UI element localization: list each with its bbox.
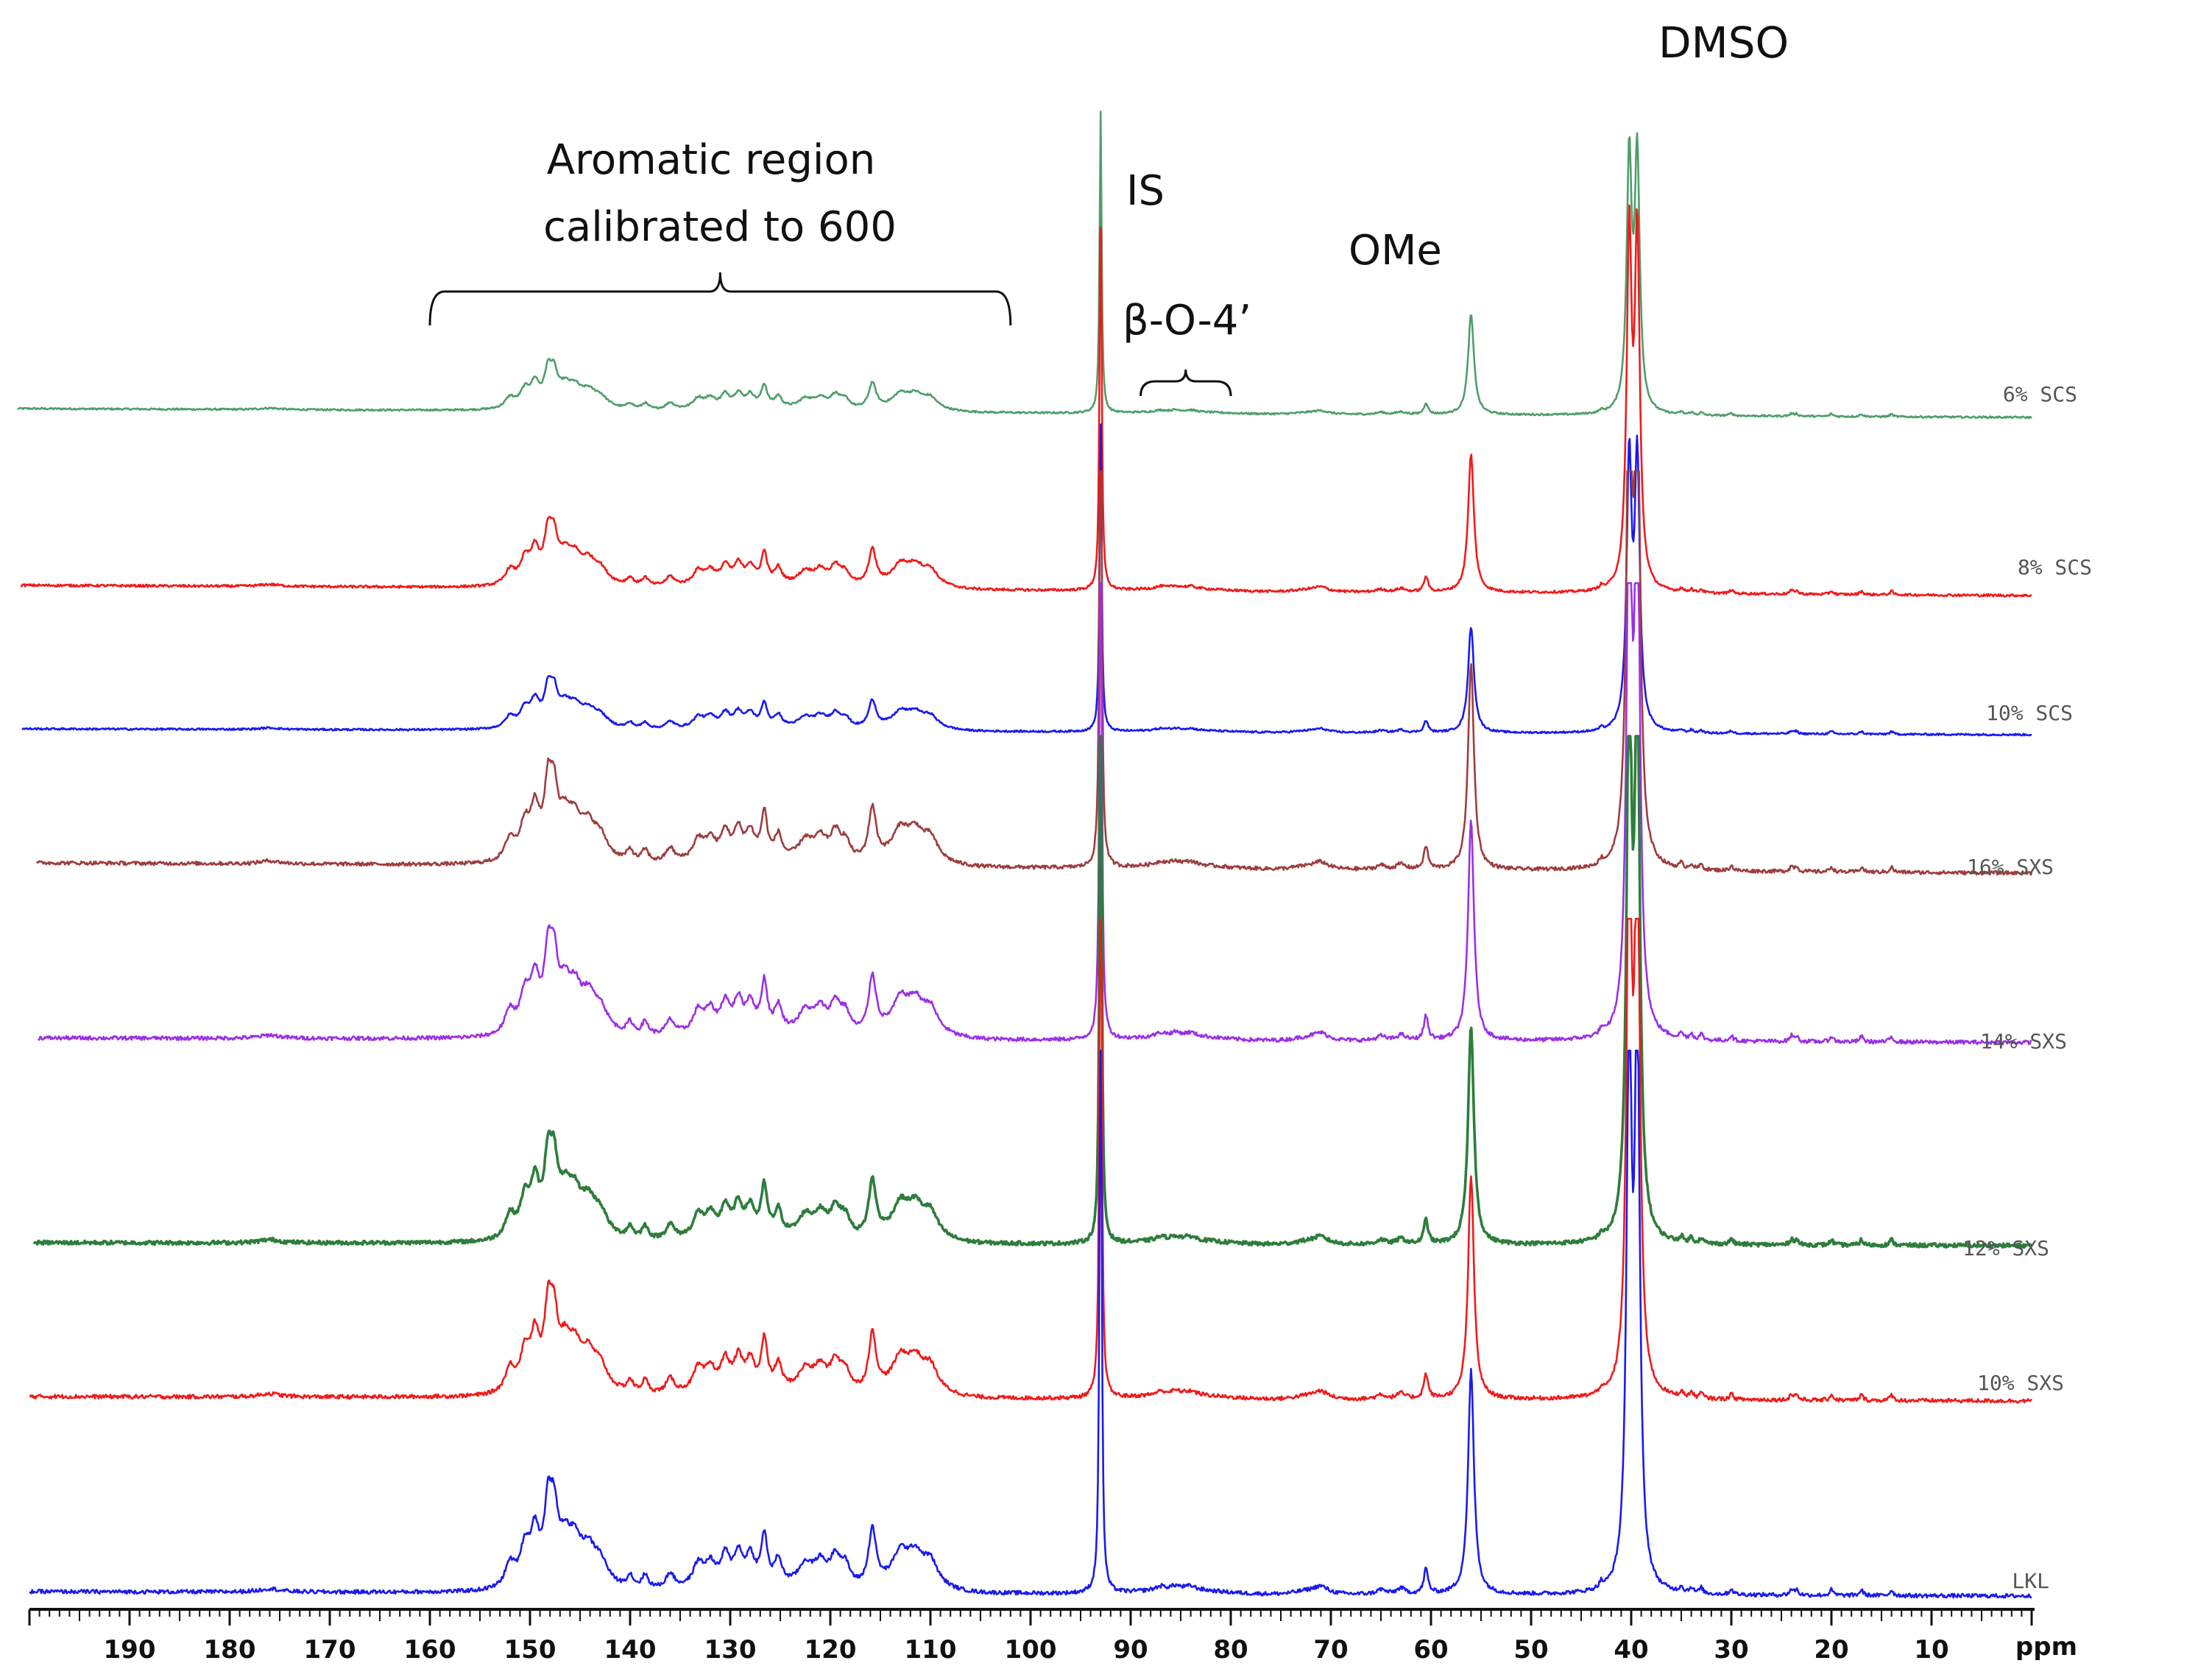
x-axis-tick-label: 110 [905,1635,957,1665]
x-axis-tick-label: 190 [104,1635,156,1665]
x-axis-tick-label: 60 [1413,1635,1448,1665]
trace-14pct-sxs [38,582,2032,1045]
x-axis-tick-label: 90 [1113,1635,1148,1665]
trace-12pct-sxs [32,735,2033,1249]
trace-label: 12% SXS [1962,1236,2049,1260]
aromatic-region-label-line2: calibrated to 600 [543,203,897,251]
aromatic-region-label-line1: Aromatic region [547,136,875,184]
trace-6pct-scs [17,110,2032,420]
trace-8pct-scs [20,204,2032,598]
trace-label: 8% SCS [2018,555,2092,579]
dmso-label: DMSO [1658,18,1789,68]
x-axis-tick-label: 80 [1213,1635,1248,1665]
x-axis-tick-label: 50 [1513,1635,1548,1665]
x-axis-tick-labels: 190 180 170 160 150 140 130 120 110 100 90 80 70 60 50… [104,1635,1949,1665]
beta-o-4-brace [1139,369,1232,397]
trace-label: LKL [2012,1569,2049,1593]
beta-o-4-label: β-O-4’ [1123,297,1251,345]
aromatic-region-brace [428,272,1012,326]
x-axis-tick-label: 20 [1814,1635,1848,1665]
trace-label: 10% SCS [1986,701,2073,725]
x-axis-unit-label: ppm [2015,1632,2077,1662]
x-axis-tick-label: 10 [1914,1635,1948,1665]
x-axis-tick-label: 30 [1714,1635,1748,1665]
x-axis-tick-label: 70 [1313,1635,1348,1665]
x-axis-tick-label: 100 [1005,1635,1057,1665]
trace-label: 10% SXS [1977,1371,2064,1395]
trace-label: 6% SCS [2003,382,2077,406]
x-axis-tick-label: 40 [1614,1635,1648,1665]
spectra-traces [17,110,2033,1599]
trace-label: 14% SXS [1980,1029,2067,1053]
x-axis-tick-label: 180 [204,1635,256,1665]
trace-10pct-scs [21,423,2032,737]
trace-label: 16% SXS [1967,855,2054,879]
trace-lkl [29,1049,2032,1599]
trace-labels: 6% SCS 8% SCS 10% SCS 16% SXS 14% SXS 12% SXS… [1962,382,2092,1593]
trace-10pct-sxs [29,917,2033,1404]
x-axis-tick-label: 170 [304,1635,356,1665]
annotations: Aromatic region calibrated to 600 IS β-O… [428,18,1789,397]
x-axis-tick-label: 160 [404,1635,456,1665]
x-axis-tick-label: 130 [704,1635,757,1665]
x-axis-tick-label: 120 [805,1635,857,1665]
x-axis-ticks [28,1609,2033,1626]
ome-label: OMe [1349,227,1442,275]
x-axis-tick-label: 150 [504,1635,556,1665]
x-axis-tick-label: 140 [604,1635,657,1665]
x-axis: 190 180 170 160 150 140 130 120 110 100 90 80 70 60 50… [28,1608,2077,1665]
is-label: IS [1126,167,1165,215]
trace-16pct-sxs [35,470,2033,876]
